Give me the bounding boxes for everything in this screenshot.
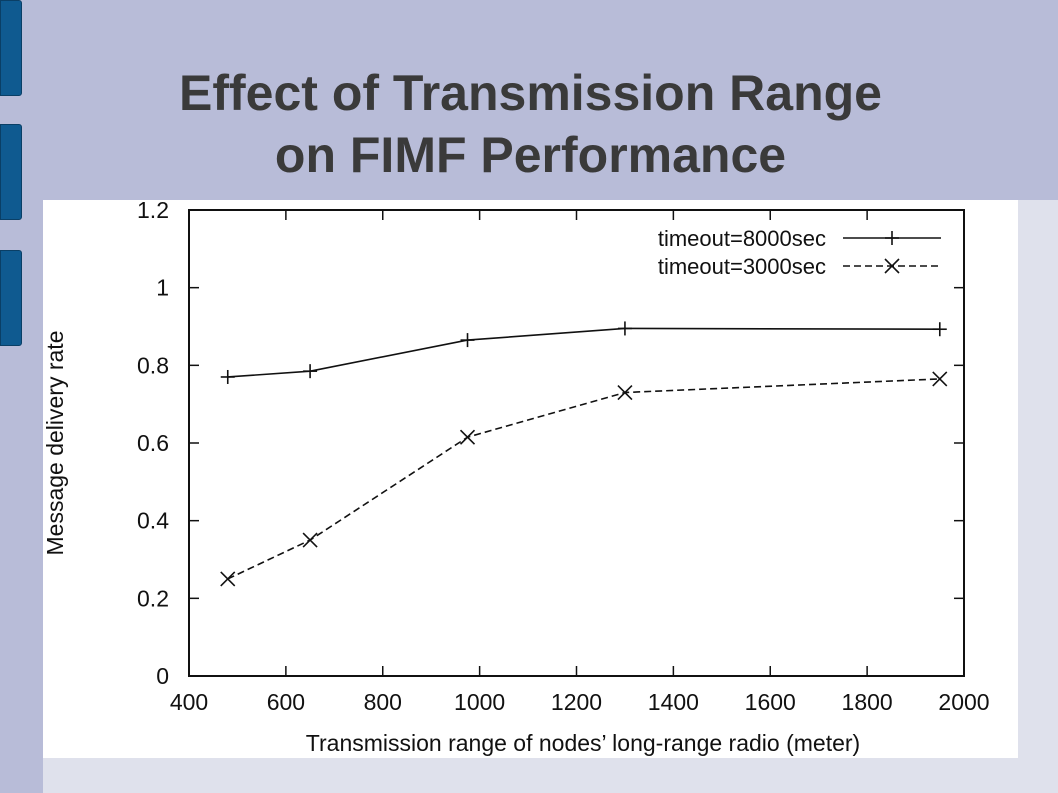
data-point bbox=[617, 321, 632, 336]
slide-tab-1 bbox=[0, 0, 22, 96]
data-point bbox=[459, 429, 476, 445]
series-0 bbox=[220, 321, 947, 384]
point-x-b bbox=[617, 384, 633, 401]
x-axis-label: Transmission range of nodes’ long-range … bbox=[306, 730, 860, 756]
y-axis-label: Message delivery rate bbox=[43, 331, 68, 556]
y-tick-label: 0.2 bbox=[137, 585, 169, 611]
x-tick-label: 1400 bbox=[648, 689, 699, 715]
plot-frame bbox=[188, 209, 965, 677]
legend-marker bbox=[884, 258, 900, 274]
x-tick-label: 2000 bbox=[938, 689, 989, 715]
x-tick-label: 800 bbox=[364, 689, 402, 715]
right-strip bbox=[1018, 200, 1058, 758]
legend-layer: timeout=8000sec timeout=3000sec bbox=[658, 226, 941, 279]
slide-title-line-1: Effect of Transmission Range bbox=[179, 65, 882, 121]
data-point bbox=[303, 364, 318, 379]
x-tick-label: 1000 bbox=[454, 689, 505, 715]
point-x-b bbox=[459, 429, 476, 445]
slide-tab-3 bbox=[0, 250, 22, 346]
x-tick-label: 1600 bbox=[745, 689, 796, 715]
series-line bbox=[227, 378, 940, 580]
series-1 bbox=[220, 371, 948, 587]
data-point bbox=[302, 532, 318, 548]
point-x-b bbox=[220, 571, 236, 587]
x-tick-label: 600 bbox=[267, 689, 305, 715]
axes-layer bbox=[188, 209, 965, 677]
line-chart: 400 600 800 1000 1200 1400 1600 1800 2000 0 0.2 0.4… bbox=[42, 197, 990, 756]
chart-figure: 400 600 800 1000 1200 1400 1600 1800 2000 0 0.2 0.4… bbox=[42, 197, 1018, 758]
y-tick-label: 0.6 bbox=[137, 430, 169, 456]
data-point bbox=[932, 371, 948, 387]
y-tick-label: 1.2 bbox=[137, 200, 169, 223]
slide-left-bar bbox=[0, 0, 43, 793]
y-tick-label: 0 bbox=[156, 663, 169, 689]
y-tick-label: 0.8 bbox=[137, 352, 169, 378]
legend-label: timeout=8000sec bbox=[658, 226, 826, 251]
x-tick-label: 1800 bbox=[842, 689, 893, 715]
y-tick-label: 1 bbox=[156, 275, 169, 301]
y-tick-label: 0.4 bbox=[137, 508, 169, 534]
data-point bbox=[617, 384, 633, 401]
data-point bbox=[220, 571, 236, 587]
point-x-b bbox=[884, 258, 900, 274]
data-point bbox=[460, 333, 475, 348]
point-x-b bbox=[302, 532, 318, 548]
point-x-b bbox=[932, 371, 948, 387]
ticks-layer: 400 600 800 1000 1200 1400 1600 1800 2000 0 0.2 0.4… bbox=[137, 197, 990, 715]
slide-title-line-2: on FIMF Performance bbox=[274, 127, 787, 183]
bottom-strip bbox=[43, 758, 1058, 793]
data-point bbox=[932, 322, 947, 337]
data-point bbox=[220, 369, 235, 384]
x-tick-label: 1200 bbox=[551, 689, 602, 715]
slide-tab-2 bbox=[0, 124, 22, 220]
legend-label: timeout=3000sec bbox=[658, 254, 826, 279]
series-layer bbox=[220, 321, 948, 587]
slide-title: Effect of Transmission Range on FIMF Per… bbox=[43, 62, 1018, 186]
legend-marker bbox=[885, 231, 899, 245]
series-line bbox=[227, 327, 940, 378]
x-tick-label: 400 bbox=[170, 689, 208, 715]
